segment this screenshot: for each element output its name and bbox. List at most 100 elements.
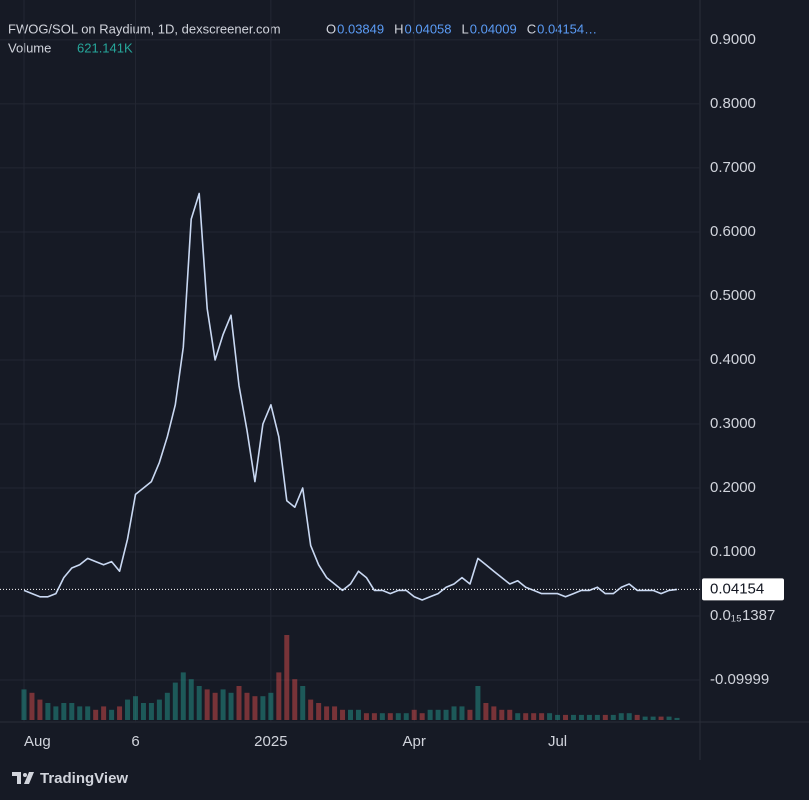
volume-bar xyxy=(148,703,154,720)
ohlc-value: 0.04058 xyxy=(405,21,452,36)
volume-bar xyxy=(483,703,489,720)
volume-bar xyxy=(204,689,210,720)
volume-bar xyxy=(236,686,242,720)
last-price-box xyxy=(702,578,784,601)
volume-bar xyxy=(29,692,35,720)
volume-bar xyxy=(523,713,529,720)
last-price-label: 0.04154 xyxy=(710,580,764,597)
volume-bar xyxy=(642,716,648,720)
volume-bar xyxy=(379,713,385,720)
y-tick-label: 0.9000 xyxy=(710,31,756,48)
y-tick-label: 0.0₁₅1387 xyxy=(710,607,775,624)
volume-bar xyxy=(180,672,186,720)
volume-bar xyxy=(650,716,656,720)
volume-bar xyxy=(109,709,115,720)
volume-bar xyxy=(578,714,584,720)
volume-bar xyxy=(77,706,83,720)
ohlc-value: 0.04154… xyxy=(537,21,597,36)
volume-bar xyxy=(188,679,194,720)
volume-bar xyxy=(45,703,51,720)
volume-bar xyxy=(300,686,306,720)
y-tick-label: 0.4000 xyxy=(710,351,756,368)
volume-bar xyxy=(172,682,178,720)
volume-bar xyxy=(228,692,234,720)
volume-bar xyxy=(491,706,497,720)
y-tick-label: -0.09999 xyxy=(710,671,769,688)
volume-bar xyxy=(212,692,218,720)
volume-bar xyxy=(61,703,67,720)
volume-bar xyxy=(156,699,162,720)
x-tick-label: 6 xyxy=(131,733,139,750)
volume-bar xyxy=(308,699,314,720)
y-tick-label: 0.3000 xyxy=(710,415,756,432)
volume-bar xyxy=(363,713,369,720)
x-tick-label: Apr xyxy=(403,733,426,750)
volume-bar xyxy=(164,692,170,720)
volume-bar xyxy=(117,706,123,720)
volume-bar xyxy=(618,713,624,720)
volume-bar xyxy=(332,706,338,720)
legend: FWOG/SOL on Raydium, 1D, dexscreener.com… xyxy=(8,21,597,55)
ohlc-label: C xyxy=(527,21,536,36)
volume-bar xyxy=(539,713,545,720)
volume-bar xyxy=(93,709,99,720)
volume-bar xyxy=(459,706,465,720)
volume-bar xyxy=(140,703,146,720)
volume-bar xyxy=(467,709,473,720)
volume-bar xyxy=(69,703,75,720)
ohlc-value: 0.04009 xyxy=(470,21,517,36)
volume-bar xyxy=(563,714,569,720)
volume-bar xyxy=(244,692,250,720)
volume-bar xyxy=(37,699,43,720)
volume-bar xyxy=(451,706,457,720)
volume-bar xyxy=(348,709,353,720)
volume-bar xyxy=(324,706,330,720)
ohlc-label: L xyxy=(462,21,469,36)
volume-bar xyxy=(220,689,226,720)
volume-bar xyxy=(602,714,608,720)
volume-bar xyxy=(435,709,441,720)
volume-bar xyxy=(125,699,131,720)
volume-bar xyxy=(101,706,107,720)
y-tick-label: 0.8000 xyxy=(710,95,756,112)
x-tick-label: Jul xyxy=(548,733,567,750)
volume-bar xyxy=(85,706,91,720)
volume-bar xyxy=(443,709,449,720)
volume-bar xyxy=(395,713,401,720)
x-tick-label: 2025 xyxy=(254,733,287,750)
volume-bar xyxy=(53,706,59,720)
volume-bar xyxy=(260,696,266,720)
volume-bar xyxy=(499,709,505,720)
volume-bar xyxy=(403,713,409,720)
volume-bar xyxy=(371,713,377,720)
volume-bar xyxy=(507,709,513,720)
volume-bar xyxy=(674,717,680,720)
volume-bar xyxy=(268,692,274,720)
y-tick-label: 0.1000 xyxy=(710,543,756,560)
volume-bar xyxy=(419,713,425,720)
ohlc-value: 0.03849 xyxy=(337,21,384,36)
volume-value: 621.141K xyxy=(77,40,133,55)
volume-bar xyxy=(666,716,672,720)
tradingview-logo: TradingView xyxy=(12,770,128,787)
volume-bar xyxy=(316,703,322,720)
volume-bar xyxy=(196,686,202,720)
volume-bar xyxy=(340,709,346,720)
volume-bar xyxy=(634,714,640,720)
volume-bar xyxy=(387,713,393,720)
volume-bar xyxy=(515,713,521,720)
volume-bar xyxy=(626,713,632,720)
volume-bar xyxy=(547,713,553,720)
brand: TradingView xyxy=(40,770,128,787)
price-line xyxy=(23,192,678,601)
volume-bar xyxy=(355,709,361,720)
y-tick-label: 0.2000 xyxy=(710,479,756,496)
volume-bar xyxy=(594,714,600,720)
volume-bar xyxy=(21,689,27,720)
volume-bar xyxy=(555,714,561,720)
y-tick-label: 0.5000 xyxy=(710,287,756,304)
volume-bar xyxy=(570,714,576,720)
